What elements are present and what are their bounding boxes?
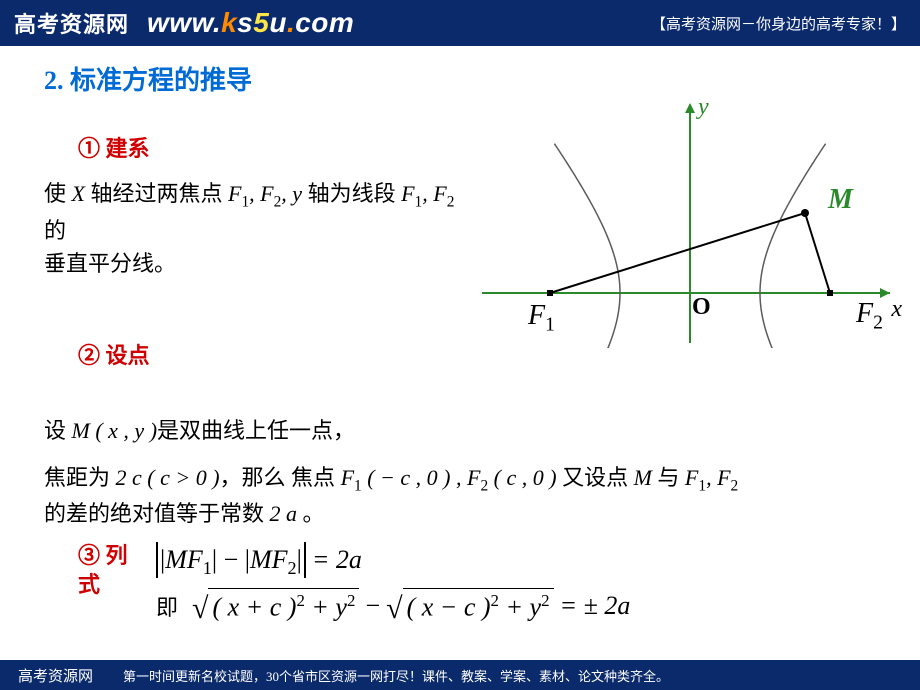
top-banner: 高考资源网 www.ks5u.com 【高考资源网－你身边的高考专家！】 — [0, 0, 920, 46]
footer-text: 第一时间更新名校试题，30个省市区资源一网打尽！课件、教案、学案、素材、论文种类… — [123, 666, 669, 685]
f1-label: F1 — [528, 300, 555, 337]
f2-label: F2 — [856, 298, 883, 335]
equation-2: 即 √( x + c )2 + y2 − √( x − c )2 + y2 = … — [156, 588, 630, 623]
equation-block: |MF1| − |MF2| = 2a 即 √( x + c )2 + y2 − … — [156, 542, 630, 623]
step2-line1: 设 M ( x , y )是双曲线上任一点， — [44, 414, 882, 447]
step3-label: ③ 列 式 — [78, 542, 138, 623]
step1-text: 使 X 轴经过两焦点 F1, F2, y 轴为线段 F1, F2的 垂直平分线。 — [44, 177, 464, 280]
site-tagline: 【高考资源网－你身边的高考专家！】 — [651, 13, 906, 34]
point-m-label: M — [828, 184, 853, 216]
step3-block: ③ 列 式 |MF1| − |MF2| = 2a 即 √( x + c )2 +… — [44, 542, 882, 623]
slide-content: 2. 标准方程的推导 ① 建系 使 X 轴经过两焦点 F1, F2, y 轴为线… — [0, 46, 920, 623]
hyperbola-diagram: y x O M F1 F2 — [480, 98, 900, 348]
y-axis-label: y — [698, 94, 709, 121]
footer-logo: 高考资源网 — [18, 665, 93, 686]
site-url: www.ks5u.com — [147, 7, 354, 39]
x-axis-label: x — [891, 296, 902, 323]
bottom-banner: 高考资源网 第一时间更新名校试题，30个省市区资源一网打尽！课件、教案、学案、素… — [0, 660, 920, 690]
site-logo: 高考资源网 — [14, 7, 129, 39]
origin-label: O — [692, 294, 711, 321]
step2-line2: 焦距为 2 c ( c > 0 )，那么 焦点 F1 ( − c , 0 ) ,… — [44, 461, 882, 531]
equation-1: |MF1| − |MF2| = 2a — [156, 542, 630, 578]
section-title: 2. 标准方程的推导 — [44, 60, 882, 97]
